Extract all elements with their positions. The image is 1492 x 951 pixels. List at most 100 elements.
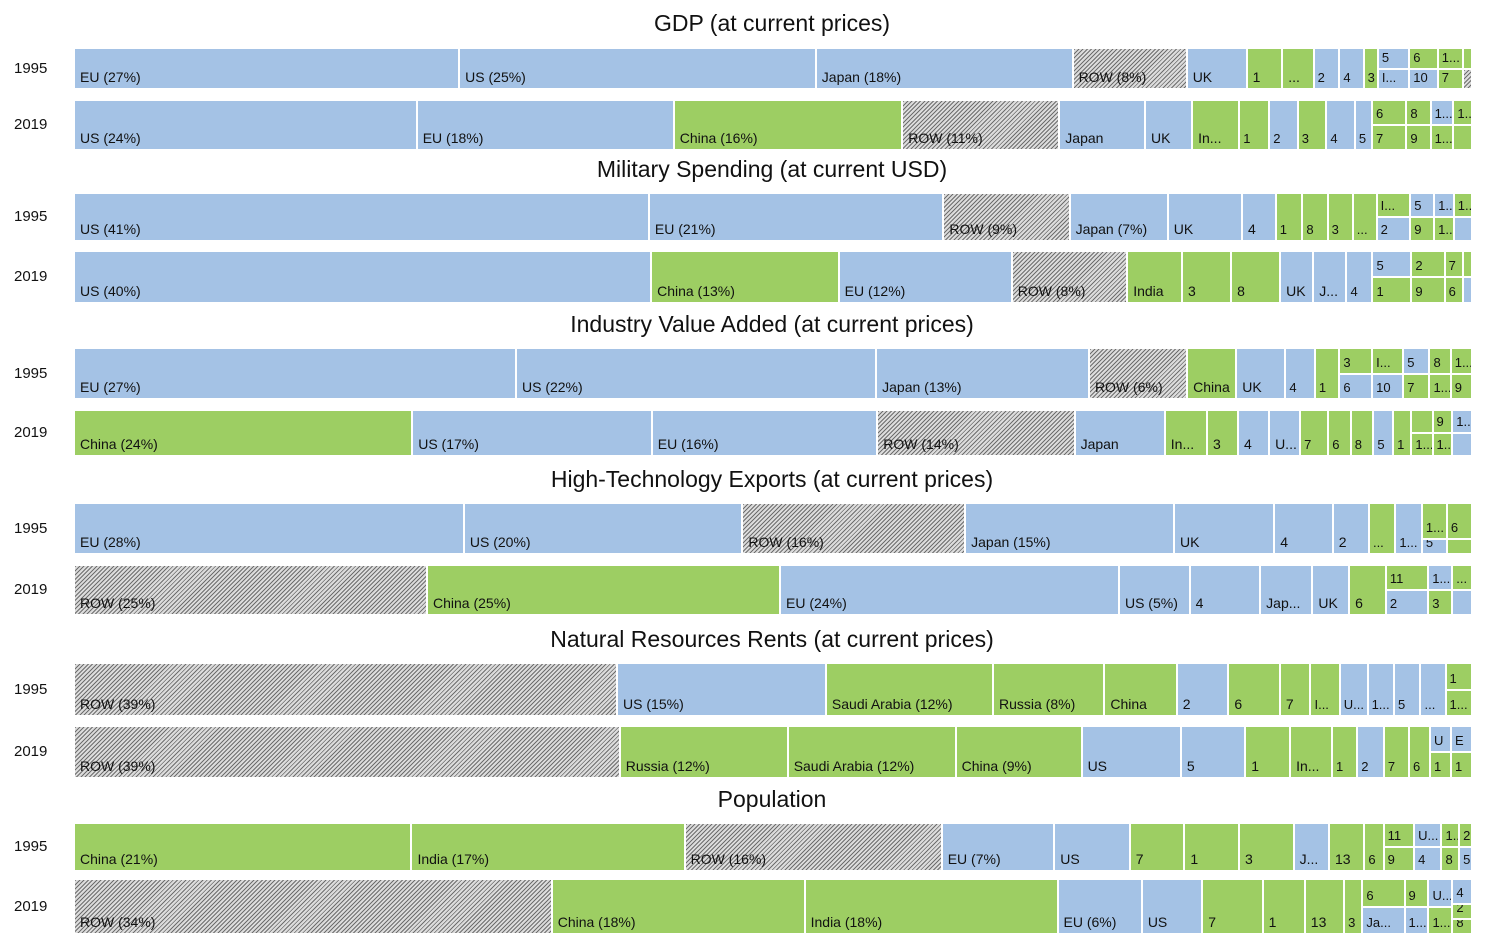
cell-label: 4: [1418, 852, 1426, 867]
treemap-cell: 1...: [1404, 906, 1429, 934]
cell-label: 5: [1463, 852, 1471, 867]
treemap-cell: ROW (8%): [1011, 251, 1128, 303]
cell-label: 8: [1456, 919, 1464, 930]
treemap-cell: EU (6%): [1057, 879, 1142, 934]
treemap-cell: ...: [1420, 663, 1446, 716]
cell-label: 6: [1450, 520, 1459, 536]
treemap-cell: 5: [1459, 847, 1472, 871]
treemap-row: ROW (25%) China (25%) EU (24%) US (5%) 4 Jap.…: [74, 565, 1472, 615]
treemap-cell: 9: [1406, 125, 1431, 150]
cell-label: Japan: [1065, 130, 1104, 146]
cell-label: 7: [1285, 696, 1294, 712]
cell-label: ROW (39%): [80, 758, 156, 774]
cell-label: UK: [1242, 379, 1262, 395]
cell-label: EU (6%): [1063, 914, 1117, 930]
treemap-cell: UK: [1167, 193, 1243, 241]
treemap-cell: [1463, 48, 1472, 69]
cell-label: E: [1455, 733, 1464, 748]
treemap-cell: China (16%): [673, 100, 903, 150]
treemap-cell: 1...: [1367, 663, 1395, 716]
treemap-cell: 6: [1349, 565, 1386, 615]
cell-label: 1...: [1449, 697, 1468, 712]
treemap-cell: ROW (16%): [742, 503, 966, 554]
cell-label: 5: [1376, 258, 1384, 273]
treemap-cell: J...: [1293, 823, 1329, 871]
cell-label: India (17%): [417, 851, 490, 867]
cell-label: In...: [1296, 758, 1320, 774]
treemap-cell: Japan (13%): [876, 348, 1089, 399]
cell-label: 8: [1354, 437, 1363, 452]
cell-label: US (20%): [469, 534, 531, 550]
cell-label: 3: [1301, 131, 1310, 146]
year-label: 1995: [14, 208, 48, 225]
cell-label: EU (27%): [80, 379, 141, 395]
cell-label: 3: [1348, 915, 1356, 930]
treemap-cell: ROW (8%): [1072, 48, 1187, 89]
cell-label: 2: [1380, 222, 1388, 237]
treemap-cell: 1...: [1421, 503, 1447, 540]
cell-label: ...: [1424, 697, 1436, 712]
treemap-cell: 5: [1372, 251, 1412, 277]
treemap-cell: ...: [1352, 193, 1377, 241]
cell-label: 9: [1415, 284, 1423, 299]
cell-label: Japan (18%): [821, 69, 902, 85]
treemap-cell: US (40%): [74, 251, 652, 303]
section-title: GDP (at current prices): [653, 10, 891, 36]
treemap-cell: 9: [1410, 217, 1435, 241]
treemap-cell: China (13%): [651, 251, 839, 303]
cell-label: 3: [1432, 596, 1440, 611]
treemap-cell: 7: [1300, 410, 1329, 456]
treemap-cell: Japan (7%): [1069, 193, 1168, 241]
treemap-cell: 1...: [1453, 100, 1472, 125]
cell-label: US (25%): [465, 69, 526, 85]
cell-label: UK: [1286, 283, 1306, 299]
treemap-cell: 11: [1383, 823, 1415, 847]
cell-label: Ja...: [1366, 915, 1391, 930]
treemap-cell: 5: [1354, 100, 1373, 150]
cell-label: 5: [1358, 131, 1367, 146]
cell-label: 2: [1456, 904, 1464, 915]
treemap-cell: UK: [1174, 503, 1275, 554]
treemap-cell: 1: [1314, 348, 1340, 399]
cell-label: ...: [1456, 571, 1468, 586]
cell-label: 1...: [1445, 828, 1458, 843]
cell-label: 1: [1449, 670, 1457, 686]
cell-label: 3: [1213, 436, 1221, 452]
treemap-cell: Japan: [1074, 410, 1165, 456]
cell-label: 5: [1381, 49, 1390, 65]
cell-label: 1: [1376, 284, 1384, 299]
cell-label: ...: [1288, 69, 1300, 85]
cell-label: 7: [1208, 914, 1217, 930]
year-label: 1995: [14, 364, 48, 382]
treemap-cell: 5: [1394, 663, 1421, 716]
treemap-row: China (24%) US (17%) EU (16%) ROW (14%) Japa…: [74, 410, 1472, 456]
cell-label: US (17%): [418, 436, 479, 452]
treemap-cell: ...: [1282, 48, 1314, 89]
cell-label: ROW (34%): [80, 914, 156, 930]
cell-label: 10: [1413, 70, 1428, 85]
treemap-cell: ROW (9%): [943, 193, 1070, 241]
treemap-cell: 6: [1362, 879, 1405, 907]
cell-label: 1: [1434, 759, 1442, 774]
cell-label: 8: [1306, 222, 1314, 237]
cell-label: 4: [1280, 534, 1289, 550]
treemap-cell: US (20%): [463, 503, 743, 554]
cell-label: EU (24%): [786, 595, 847, 611]
treemap-cell: EU (12%): [838, 251, 1012, 303]
cell-label: I...: [1314, 697, 1329, 712]
cell-label: 2: [1182, 696, 1191, 712]
treemap-cell: ROW (11%): [902, 100, 1060, 150]
treemap-cell: 6: [1328, 410, 1351, 456]
treemap-cell: 5: [1403, 348, 1430, 374]
treemap-cell: US (25%): [459, 48, 816, 89]
cell-label: 1: [1336, 759, 1344, 774]
cell-label: 1...: [1408, 915, 1427, 930]
treemap-cell: 1...: [1437, 48, 1464, 69]
treemap-cell: 2: [1411, 251, 1445, 277]
cell-label: U: [1434, 733, 1444, 748]
treemap-cell: 1...: [1432, 433, 1453, 456]
cell-label: 5: [1186, 758, 1195, 774]
treemap-cell: 1: [1332, 726, 1358, 778]
treemap-cell: 7: [1372, 125, 1407, 150]
treemap-cell: 3: [1363, 48, 1378, 89]
